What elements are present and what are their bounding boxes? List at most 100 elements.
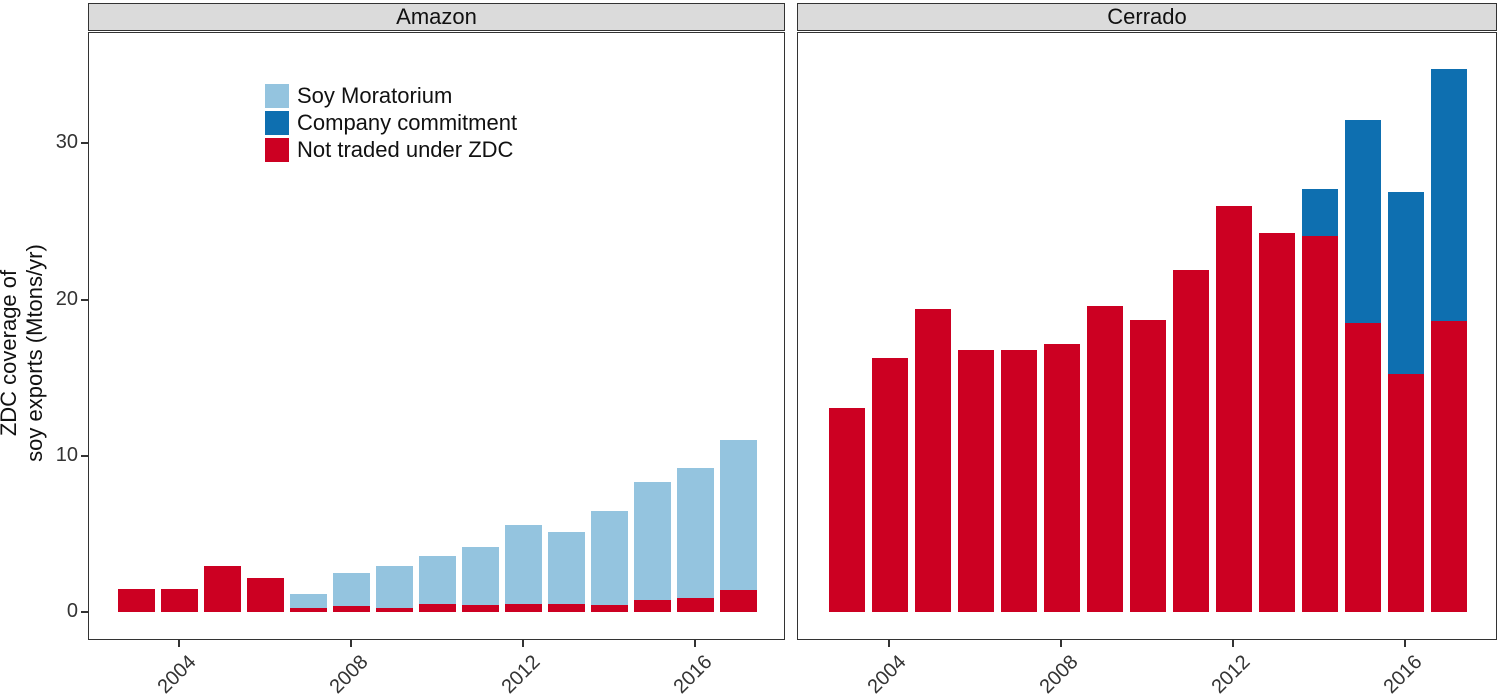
bar-cerrado-2010: [1128, 319, 1168, 613]
bar-amazon-2003: [117, 588, 156, 613]
bar-segment-not-traded-under-zdc: [1086, 306, 1124, 612]
bar-cerrado-2005: [913, 308, 953, 613]
bar-segment-not-traded-under-zdc: [1344, 322, 1382, 612]
bar-segment-soy-moratorium: [720, 439, 757, 591]
bar-segment-not-traded-under-zdc: [1215, 206, 1253, 612]
bar-cerrado-2011: [1171, 269, 1211, 613]
bar-segment-soy-moratorium: [290, 593, 327, 608]
legend-label-company-commitment: Company commitment: [297, 110, 518, 135]
bar-segment-soy-moratorium: [677, 467, 714, 599]
bar-segment-not-traded-under-zdc: [1000, 350, 1038, 612]
bar-amazon-2014: [590, 509, 629, 613]
bar-amazon-2010: [418, 555, 457, 613]
bar-segment-not-traded-under-zdc: [957, 350, 995, 612]
bar-segment-soy-moratorium: [634, 482, 671, 600]
bar-amazon-2017: [719, 438, 758, 613]
y-axis-title: ZDC coverage of soy exports (Mtons/yr): [0, 183, 52, 523]
legend-item-soy-moratorium: Soy Moratorium: [265, 83, 517, 108]
x-tick-label: 2012: [1207, 651, 1255, 694]
bar-segment-not-traded-under-zdc: [204, 565, 241, 612]
x-tick-mark: [521, 640, 524, 647]
x-tick-mark: [177, 640, 180, 647]
bar-segment-not-traded-under-zdc: [1258, 232, 1296, 612]
bar-segment-company-commitment: [1301, 189, 1339, 236]
panel-strip-cerrado: Cerrado: [797, 3, 1497, 31]
bar-segment-soy-moratorium: [548, 532, 585, 604]
y-axis-title-line2: soy exports (Mtons/yr): [22, 244, 47, 462]
bar-segment-not-traded-under-zdc: [914, 309, 952, 612]
x-tick-mark: [693, 640, 696, 647]
bar-segment-soy-moratorium: [376, 565, 413, 608]
x-tick-mark: [1404, 640, 1406, 647]
bar-segment-company-commitment: [1430, 68, 1468, 321]
bar-cerrado-2006: [956, 349, 996, 613]
bar-amazon-2008: [332, 572, 371, 613]
y-tick-mark: [81, 142, 88, 145]
bar-amazon-2015: [633, 481, 672, 613]
bar-amazon-2013: [547, 530, 586, 613]
x-tick-label: 2008: [325, 651, 373, 694]
bar-segment-company-commitment: [1387, 192, 1425, 375]
bar-segment-soy-moratorium: [505, 524, 542, 604]
x-tick-label: 2016: [669, 651, 717, 694]
bar-cerrado-2003: [827, 406, 867, 613]
bar-amazon-2009: [375, 564, 414, 613]
bar-cerrado-2009: [1085, 305, 1125, 613]
bar-segment-not-traded-under-zdc: [1301, 235, 1339, 612]
bar-segment-not-traded-under-zdc: [548, 603, 585, 612]
bar-cerrado-2016: [1386, 191, 1426, 613]
bar-segment-not-traded-under-zdc: [419, 603, 456, 612]
bar-segment-soy-moratorium: [462, 546, 499, 606]
bar-segment-not-traded-under-zdc: [462, 605, 499, 612]
y-tick-mark: [81, 454, 88, 457]
legend-swatch-not-traded: [265, 138, 289, 162]
bar-segment-not-traded-under-zdc: [1043, 343, 1081, 612]
bar-segment-not-traded-under-zdc: [161, 589, 198, 612]
panel-strip-cerrado-label: Cerrado: [1107, 4, 1187, 29]
panel-strip-amazon-label: Amazon: [396, 4, 477, 29]
bar-segment-not-traded-under-zdc: [1129, 320, 1167, 612]
bar-cerrado-2013: [1257, 231, 1297, 613]
bar-segment-not-traded-under-zdc: [290, 607, 327, 612]
bar-segment-not-traded-under-zdc: [677, 598, 714, 612]
x-tick-mark: [1232, 640, 1234, 647]
legend-swatch-company-commitment: [265, 111, 289, 135]
x-tick-mark: [349, 640, 352, 647]
panel-strip-amazon: Amazon: [88, 3, 785, 31]
plot-area-cerrado: [797, 32, 1497, 640]
bar-segment-not-traded-under-zdc: [247, 578, 284, 612]
x-tick-label: 2008: [1035, 651, 1083, 694]
bar-amazon-2004: [160, 588, 199, 613]
legend-swatch-soy-moratorium: [265, 84, 289, 108]
bar-cerrado-2015: [1343, 119, 1383, 613]
x-tick-mark: [888, 640, 890, 647]
y-axis-title-line1: ZDC coverage of: [0, 269, 21, 437]
legend-item-not-traded: Not traded under ZDC: [265, 137, 517, 162]
legend-label-soy-moratorium: Soy Moratorium: [297, 83, 453, 108]
bar-segment-soy-moratorium: [419, 556, 456, 604]
bar-amazon-2005: [203, 564, 242, 613]
y-tick-label: 10: [55, 443, 78, 466]
legend-label-not-traded: Not traded under ZDC: [297, 137, 514, 162]
bar-segment-not-traded-under-zdc: [871, 357, 909, 612]
y-tick-mark: [81, 611, 88, 613]
bar-segment-not-traded-under-zdc: [118, 589, 155, 612]
bar-amazon-2007: [289, 592, 328, 613]
y-tick-label: 30: [55, 131, 78, 154]
plot-area-amazon: [88, 32, 785, 640]
bar-segment-soy-moratorium: [333, 573, 370, 607]
x-tick-label: 2016: [1379, 651, 1427, 694]
bar-segment-not-traded-under-zdc: [720, 590, 757, 612]
x-tick-mark: [1060, 640, 1062, 647]
bar-segment-not-traded-under-zdc: [505, 603, 542, 612]
bar-cerrado-2007: [999, 349, 1039, 613]
bar-segment-company-commitment: [1344, 120, 1382, 323]
bar-segment-not-traded-under-zdc: [634, 599, 671, 612]
bar-segment-not-traded-under-zdc: [828, 407, 866, 612]
x-tick-label: 2012: [497, 651, 545, 694]
bar-cerrado-2017: [1429, 67, 1469, 613]
bar-cerrado-2004: [870, 356, 910, 613]
legend-item-company-commitment: Company commitment: [265, 110, 518, 135]
bar-segment-not-traded-under-zdc: [1430, 320, 1468, 612]
